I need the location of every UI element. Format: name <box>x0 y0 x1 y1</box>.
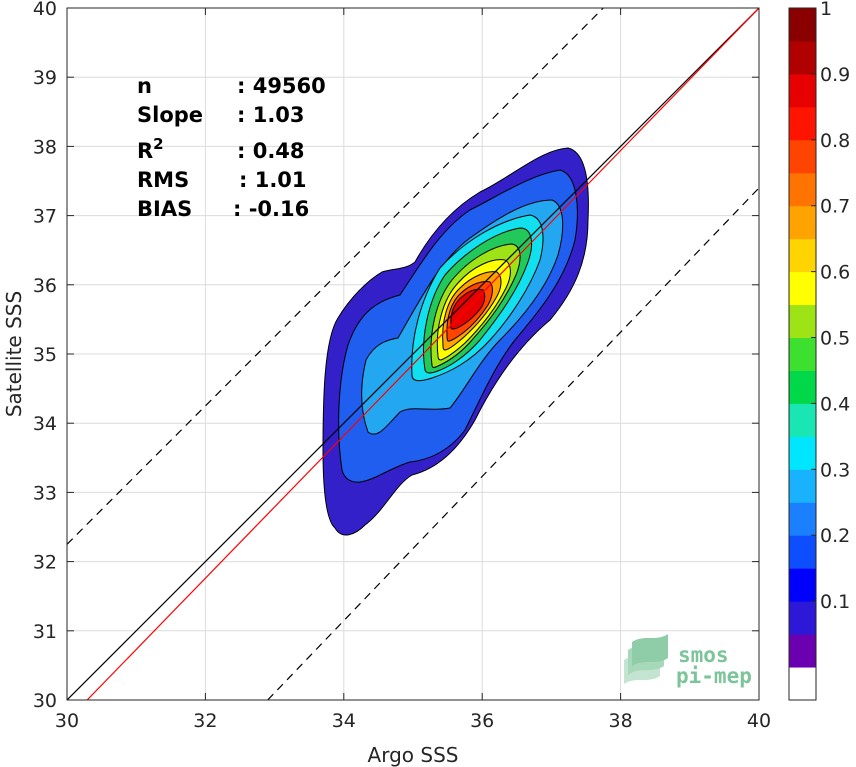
colorbar-segment <box>789 139 816 174</box>
x-axis: 30 32 34 36 38 40 <box>55 8 771 732</box>
stat-value: : 0.48 <box>237 139 305 163</box>
y-tick-label: 32 <box>33 552 57 574</box>
y-tick-label: 40 <box>33 0 57 20</box>
colorbar-segment <box>789 568 816 602</box>
colorbar-tick-label: 0.8 <box>820 130 850 152</box>
logo-graphic-icon <box>624 634 668 684</box>
colorbar-tick-label: 0.6 <box>820 262 850 284</box>
stat-value: : 1.01 <box>239 168 307 192</box>
smos-pi-mep-logo: smos pi-mep <box>624 634 752 688</box>
colorbar-segment <box>789 436 816 470</box>
colorbar-tick-label: 0.5 <box>820 328 850 350</box>
y-axis: 30 31 32 33 34 35 36 37 38 39 40 <box>33 0 759 712</box>
y-tick-label: 34 <box>33 413 57 435</box>
colorbar-segment <box>789 172 816 207</box>
y-tick-label: 39 <box>33 67 57 89</box>
logo-text-line1: smos <box>678 643 729 667</box>
identity-line <box>67 8 759 700</box>
colorbar-segment <box>789 8 816 42</box>
regression-line <box>86 8 759 700</box>
colorbar-segment <box>789 403 816 437</box>
logo-text-line2: pi-mep <box>676 664 752 688</box>
colorbar-segment <box>789 502 816 536</box>
stat-value: : 49560 <box>237 74 326 98</box>
x-tick-label: 34 <box>332 710 356 732</box>
colorbar-segment <box>789 601 816 635</box>
colorbar-segment <box>789 337 816 371</box>
colorbar-segment <box>789 634 816 668</box>
x-tick-label: 32 <box>193 710 217 732</box>
colorbar-segment <box>789 469 816 503</box>
colorbar-segment <box>789 370 816 404</box>
y-tick-label: 35 <box>33 344 57 366</box>
colorbar-tick-label: 0.1 <box>820 591 850 613</box>
colorbar-segment <box>789 238 816 273</box>
colorbar-tick-label: 0.9 <box>820 64 850 86</box>
stat-label: RMS <box>137 168 189 192</box>
colorbar-tick-label: 0.2 <box>820 525 850 547</box>
stat-value: : 1.03 <box>237 103 305 127</box>
reference-lines <box>67 8 759 700</box>
x-tick-label: 40 <box>747 710 771 732</box>
x-tick-label: 30 <box>55 710 79 732</box>
stat-label: Slope <box>137 103 203 127</box>
colorbar-tick-label: 1 <box>820 0 832 20</box>
x-tick-label: 36 <box>470 710 494 732</box>
colorbar-tick-label: 0.7 <box>820 196 850 218</box>
y-tick-label: 36 <box>33 275 57 297</box>
colorbar-segment <box>789 205 816 240</box>
x-axis-label: Argo SSS <box>368 743 459 767</box>
y-tick-label: 30 <box>33 690 57 712</box>
lower-bound-line <box>267 187 759 700</box>
stat-value: : -0.16 <box>233 197 309 221</box>
upper-bound-line <box>67 8 604 545</box>
colorbar-segment <box>789 106 816 141</box>
colorbar-segment <box>789 73 816 108</box>
y-tick-label: 37 <box>33 206 57 228</box>
x-tick-label: 38 <box>609 710 633 732</box>
y-axis-label: Satellite SSS <box>2 291 26 417</box>
y-tick-label: 38 <box>33 136 57 158</box>
stat-label: BIAS <box>137 197 192 221</box>
colorbar-segment <box>789 40 816 75</box>
colorbar-segment <box>789 271 816 306</box>
colorbar-segment <box>789 535 816 569</box>
y-tick-label: 31 <box>33 621 57 643</box>
y-tick-label: 33 <box>33 482 57 504</box>
colorbar-segment <box>789 304 816 339</box>
colorbar: 0.1 0.2 0.3 0.4 0.5 0.6 0.7 0.8 0.9 1 <box>788 0 850 701</box>
colorbar-border <box>788 7 817 701</box>
colorbar-tick-label: 0.3 <box>820 459 850 481</box>
stat-superscript: 2 <box>153 135 163 153</box>
colorbar-segment <box>789 667 816 701</box>
colorbar-tick-label: 0.4 <box>820 393 850 415</box>
stat-label: n <box>137 74 152 98</box>
